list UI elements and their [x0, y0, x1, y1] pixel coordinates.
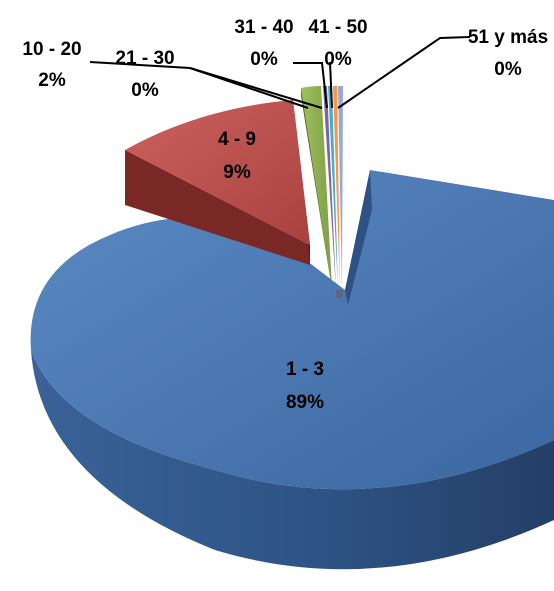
label-21-30-category: 21 - 30 [115, 48, 174, 69]
label-41-50-category: 41 - 50 [308, 17, 367, 38]
thin-slices-side [336, 290, 343, 298]
label-51-mas-value: 0% [494, 59, 522, 80]
leader-41-50 [329, 61, 333, 109]
thin-slices [323, 86, 343, 298]
label-1-3-category: 1 - 3 [286, 359, 324, 380]
label-51-mas-category: 51 y más [468, 27, 548, 48]
label-4-9-category: 4 - 9 [218, 129, 256, 150]
leader-lines [89, 36, 471, 109]
slice-10-20-top [301, 86, 332, 288]
slice-1-3 [30, 170, 554, 570]
label-1-3-value: 89% [286, 392, 324, 413]
slice-4-9 [125, 100, 310, 265]
slice-21-30 [323, 86, 336, 290]
label-4-9-value: 9% [223, 162, 251, 183]
slice-10-20 [301, 86, 333, 296]
leader-51-mas [337, 36, 471, 109]
slice-4-9-top [125, 100, 310, 245]
slice-1-3-side [31, 350, 554, 570]
label-21-30-value: 0% [131, 80, 159, 101]
slice-1-3-top [30, 170, 554, 490]
slice-31-40 [328, 86, 338, 290]
leader-31-40 [293, 62, 328, 109]
label-41-50-value: 0% [324, 49, 352, 70]
slice-51-mas [338, 86, 343, 290]
slice-10-20-side [301, 88, 333, 296]
slice-1-3-wall [345, 170, 372, 305]
leader-21-30 [189, 67, 323, 109]
label-10-20-value: 2% [38, 70, 66, 91]
slice-41-50 [333, 86, 340, 290]
label-10-20-category: 10 - 20 [22, 39, 81, 60]
label-31-40-value: 0% [250, 49, 278, 70]
label-31-40-category: 31 - 40 [234, 17, 293, 38]
data-labels: 1 - 3 89% 4 - 9 9% 10 - 20 2% 21 - 30 0%… [22, 17, 548, 413]
slice-4-9-side [125, 150, 310, 265]
